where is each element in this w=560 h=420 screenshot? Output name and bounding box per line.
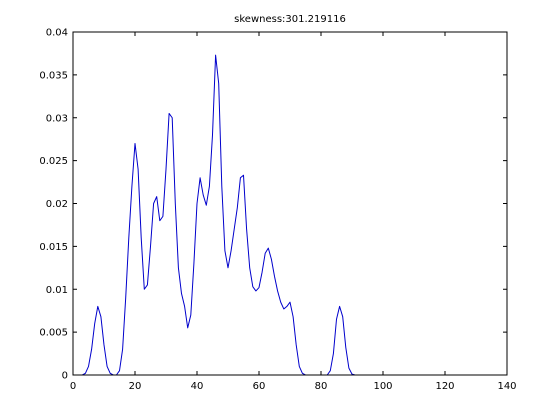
x-tick-label: 40 [191,381,204,392]
x-tick-label: 120 [435,381,454,392]
y-tick-label: 0.005 [39,328,68,339]
y-tick-label: 0.03 [46,113,68,124]
y-tick-label: 0.02 [46,199,68,210]
y-tick-label: 0.025 [39,156,68,167]
x-tick-label: 0 [70,381,76,392]
y-tick-label: 0.035 [39,70,68,81]
y-tick-label: 0.01 [46,285,68,296]
y-axis-ticks: 0 0.005 0.01 0.015 0.02 0.025 0.03 0.035 0.04 [39,28,507,382]
y-tick-label: 0.04 [46,28,68,39]
x-tick-label: 140 [497,381,516,392]
chart-title: skewness:301.219116 [234,14,346,25]
x-axis-ticks: 0 20 40 60 80 100 120 140 [70,32,517,392]
x-tick-label: 80 [315,381,328,392]
y-tick-label: 0.015 [39,242,68,253]
axes-frame [72,31,508,376]
x-tick-label: 60 [253,381,266,392]
y-tick-label: 0 [62,371,68,382]
x-tick-label: 100 [373,381,392,392]
x-tick-label: 20 [129,381,142,392]
